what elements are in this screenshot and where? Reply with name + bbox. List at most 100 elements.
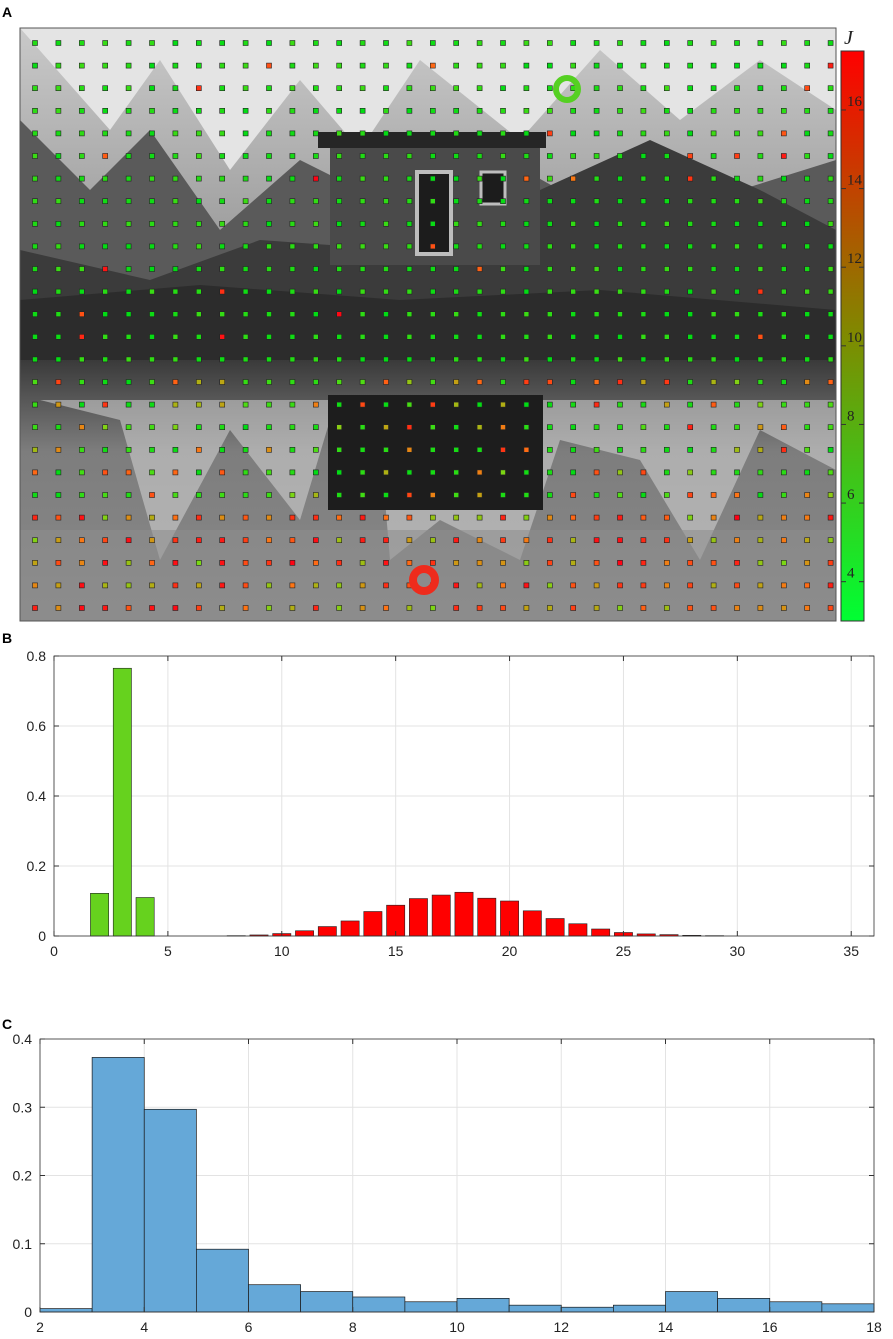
grid-marker [617, 424, 623, 431]
grid-marker [359, 243, 366, 250]
grid-marker [289, 85, 296, 91]
grid-marker [476, 40, 483, 46]
grid-marker [734, 379, 740, 385]
grid-marker [79, 311, 85, 318]
grid-marker [125, 62, 132, 69]
grid-marker [336, 243, 343, 250]
grid-marker [289, 605, 296, 611]
grid-marker [359, 153, 366, 159]
grid-marker [617, 266, 623, 272]
grid-marker [289, 379, 296, 385]
grid-marker [523, 559, 530, 566]
grid-marker [523, 62, 530, 69]
grid-marker [734, 514, 740, 521]
grid-marker [804, 356, 811, 363]
grid-marker [593, 153, 600, 159]
grid-marker [266, 311, 272, 318]
grid-marker [570, 266, 577, 272]
grid-marker [476, 243, 483, 250]
grid-marker [827, 311, 834, 318]
histogram-bar [613, 1304, 666, 1313]
grid-marker [102, 401, 108, 408]
chart-c: 2 4 6 8 10 12 14 16 18 0 0.1 0.2 0.3 0.4 [13, 1031, 882, 1335]
grid-marker [312, 424, 319, 431]
grid-marker [172, 85, 179, 91]
grid-marker [570, 311, 577, 318]
grid-marker [640, 62, 647, 69]
grid-marker [593, 266, 600, 272]
grid-marker [804, 175, 811, 182]
grid-marker [336, 288, 343, 295]
grid-marker [570, 401, 577, 408]
grid-marker [734, 582, 740, 589]
grid-marker [780, 221, 787, 227]
grid-marker [570, 198, 577, 204]
grid-marker [757, 62, 764, 69]
grid-marker [55, 424, 62, 431]
grid-marker [359, 130, 366, 137]
grid-marker [523, 605, 530, 611]
grid-marker [125, 266, 132, 272]
x-tick-label: 0 [50, 943, 58, 959]
grid-marker [663, 153, 670, 159]
grid-marker [79, 40, 85, 46]
grid-marker [453, 356, 460, 363]
x-tick-label: 35 [843, 943, 859, 959]
bar-red [317, 926, 337, 937]
y-tick-label: 0.2 [13, 1168, 33, 1184]
grid-marker [266, 153, 272, 159]
grid-marker [687, 85, 694, 91]
grid-marker [289, 153, 296, 159]
grid-marker [710, 311, 717, 318]
grid-marker [383, 333, 389, 340]
grid-marker [55, 469, 62, 476]
bar-red [591, 928, 611, 937]
grid-marker [383, 605, 389, 611]
grid-marker [172, 311, 179, 318]
grid-marker [734, 492, 740, 498]
grid-marker [523, 266, 530, 272]
histogram-bar [665, 1291, 718, 1313]
grid-marker [687, 175, 694, 182]
grid-marker [406, 559, 413, 566]
grid-marker [312, 356, 319, 363]
grid-marker [266, 582, 272, 589]
grid-marker [453, 198, 460, 204]
grid-marker [289, 221, 296, 227]
grid-marker [125, 333, 132, 340]
grid-marker [312, 175, 319, 182]
grid-marker [359, 175, 366, 182]
x-tick-label: 5 [164, 943, 172, 959]
grid-marker [289, 108, 296, 114]
grid-marker [500, 243, 506, 250]
grid-marker [500, 108, 506, 114]
grid-marker [359, 559, 366, 566]
grid-marker [102, 221, 108, 227]
grid-marker [429, 62, 436, 69]
grid-marker [383, 356, 389, 363]
grid-marker [336, 175, 343, 182]
grid-marker [780, 198, 787, 204]
grid-marker [172, 288, 179, 295]
x-tick-label: 12 [553, 1319, 569, 1335]
grid-marker [312, 469, 319, 476]
grid-marker [827, 198, 834, 204]
grid-marker [687, 266, 694, 272]
grid-marker [383, 130, 389, 137]
grid-marker [570, 175, 577, 182]
grid-marker [312, 379, 319, 385]
grid-marker [219, 333, 225, 340]
grid-marker [196, 288, 202, 295]
grid-marker [570, 288, 577, 295]
grid-marker [804, 379, 811, 385]
grid-marker [546, 446, 553, 453]
grid-marker [757, 446, 764, 453]
grid-marker [125, 401, 132, 408]
grid-marker [780, 40, 787, 46]
grid-marker [500, 559, 506, 566]
grid-marker [149, 62, 155, 69]
grid-marker [640, 175, 647, 182]
grid-marker [406, 424, 413, 431]
grid-marker [196, 514, 202, 521]
grid-marker [359, 537, 366, 544]
